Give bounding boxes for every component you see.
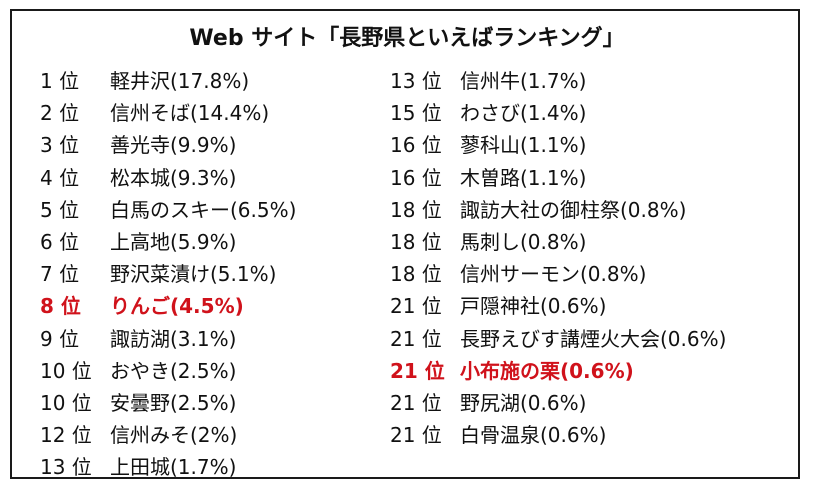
ranking-item: 戸隠神社(0.6%)	[460, 294, 607, 319]
ranking-item: 長野えびす講煙火大会(0.6%)	[460, 326, 727, 351]
rank-label: 21 位	[390, 358, 445, 383]
ranking-row: 18 位諏訪大社の御柱祭(0.8%)	[390, 194, 726, 226]
ranking-row: 18 位信州サーモン(0.8%)	[390, 258, 726, 290]
ranking-item: 軽井沢(17.8%)	[110, 69, 250, 93]
ranking-row: 8 位 りんご(4.5%)	[40, 290, 296, 322]
ranking-item: 野沢菜漬け(5.1%)	[110, 262, 277, 287]
rank-label: 16 位	[390, 133, 442, 158]
rank-label: 9 位	[40, 326, 80, 351]
ranking-item: りんご(4.5%)	[110, 294, 244, 319]
ranking-item: 善光寺(9.9%)	[110, 133, 237, 158]
rank-label: 21 位	[390, 423, 442, 448]
ranking-item: 小布施の栗(0.6%)	[460, 358, 634, 383]
ranking-item: 安曇野(2.5%)	[110, 390, 237, 415]
rank-label: 18 位	[390, 262, 442, 287]
rank-label: 15 位	[390, 101, 442, 126]
rank-label: 18 位	[390, 197, 442, 222]
rank-label: 1 位	[40, 69, 80, 93]
ranking-item: 信州そば(14.4%)	[110, 101, 270, 126]
rank-label: 16 位	[390, 165, 442, 190]
ranking-item: 上田城(1.7%)	[110, 455, 237, 480]
rank-label: 21 位	[390, 326, 442, 351]
rank-label: 21 位	[390, 390, 442, 415]
ranking-item: 白馬のスキー(6.5%)	[110, 197, 297, 222]
ranking-row: 6 位 上高地(5.9%)	[40, 226, 296, 258]
ranking-row: 18 位馬刺し(0.8%)	[390, 226, 726, 258]
ranking-item: 上高地(5.9%)	[110, 229, 237, 254]
ranking-item: 蓼科山(1.1%)	[460, 133, 587, 158]
rank-label: 3 位	[40, 133, 80, 158]
ranking-row: 21 位長野えびす講煙火大会(0.6%)	[390, 323, 726, 355]
rank-label: 8 位	[40, 294, 81, 319]
ranking-row: 5 位 白馬のスキー(6.5%)	[40, 194, 296, 226]
rank-label: 12 位	[40, 423, 92, 448]
ranking-row: 21 位野尻湖(0.6%)	[390, 387, 726, 419]
ranking-item: わさび(1.4%)	[460, 101, 587, 126]
ranking-frame: Web サイト「長野県といえばランキング」 1 位軽井沢(17.8%) 2 位信州…	[10, 9, 800, 479]
ranking-item: 信州みそ(2%)	[110, 423, 238, 448]
ranking-row: 13 位上田城(1.7%)	[40, 451, 296, 483]
ranking-row: 2 位 信州そば(14.4%)	[40, 97, 296, 129]
ranking-item: おやき(2.5%)	[110, 358, 237, 383]
ranking-item: 馬刺し(0.8%)	[460, 229, 587, 254]
rank-label: 13 位	[390, 69, 442, 93]
ranking-item: 白骨温泉(0.6%)	[460, 423, 607, 448]
ranking-row: 16 位木曽路(1.1%)	[390, 162, 726, 194]
rank-label: 18 位	[390, 229, 442, 254]
ranking-column-left: 1 位 軽井沢(17.8%) 2 位 信州そば(14.4%) 3 位 善光寺(9.9%) 4…	[40, 65, 296, 483]
ranking-item: 野尻湖(0.6%)	[460, 390, 587, 415]
ranking-row: 21 位白骨温泉(0.6%)	[390, 419, 726, 451]
ranking-row: 21 位小布施の栗(0.6%)	[390, 355, 726, 387]
ranking-row: 10 位おやき(2.5%)	[40, 355, 296, 387]
ranking-item: 諏訪湖(3.1%)	[110, 326, 237, 351]
ranking-row: 12 位信州みそ(2%)	[40, 419, 296, 451]
ranking-item: 諏訪大社の御柱祭(0.8%)	[460, 197, 687, 222]
ranking-row: 1 位 軽井沢(17.8%)	[40, 65, 296, 97]
rank-label: 4 位	[40, 165, 80, 190]
rank-label: 21 位	[390, 294, 442, 319]
rank-label: 2 位	[40, 101, 80, 126]
ranking-column-right: 13 位信州牛(1.7%) 15 位わさび(1.4%) 16 位蓼科山(1.1%) 1…	[390, 65, 726, 451]
ranking-row: 15 位わさび(1.4%)	[390, 97, 726, 129]
ranking-title: Web サイト「長野県といえばランキング」	[189, 26, 625, 51]
ranking-row: 4 位 松本城(9.3%)	[40, 162, 296, 194]
ranking-row: 7 位 野沢菜漬け(5.1%)	[40, 258, 296, 290]
ranking-row: 3 位 善光寺(9.9%)	[40, 129, 296, 161]
ranking-row: 21 位戸隠神社(0.6%)	[390, 290, 726, 322]
rank-label: 5 位	[40, 197, 80, 222]
rank-label: 6 位	[40, 229, 80, 254]
ranking-row: 16 位蓼科山(1.1%)	[390, 129, 726, 161]
ranking-row: 13 位信州牛(1.7%)	[390, 65, 726, 97]
rank-label: 10 位	[40, 390, 92, 415]
rank-label: 10 位	[40, 358, 92, 383]
ranking-item: 信州牛(1.7%)	[460, 69, 587, 93]
ranking-item: 木曽路(1.1%)	[460, 165, 587, 190]
ranking-row: 10 位安曇野(2.5%)	[40, 387, 296, 419]
ranking-item: 松本城(9.3%)	[110, 165, 237, 190]
rank-label: 7 位	[40, 262, 80, 287]
rank-label: 13 位	[40, 455, 92, 480]
ranking-row: 9 位 諏訪湖(3.1%)	[40, 323, 296, 355]
ranking-item: 信州サーモン(0.8%)	[460, 262, 647, 287]
